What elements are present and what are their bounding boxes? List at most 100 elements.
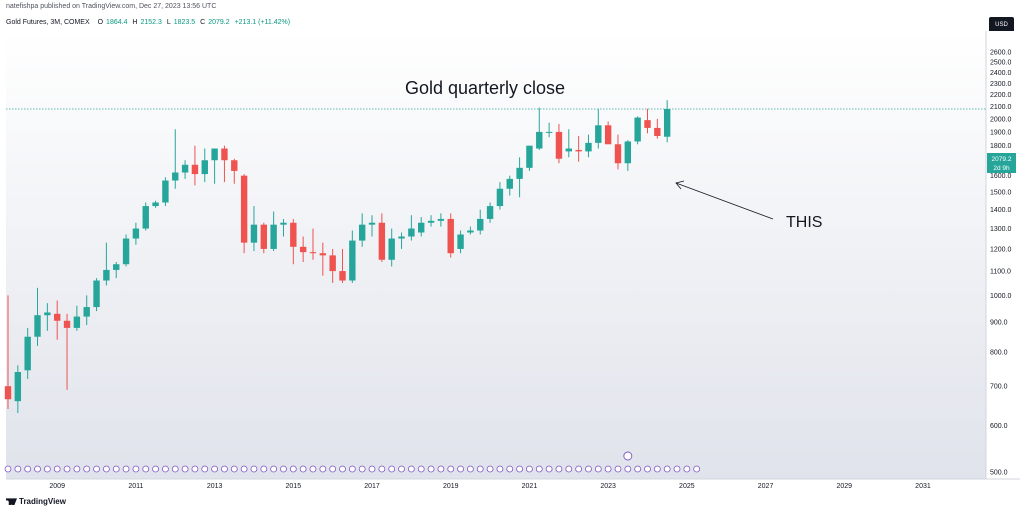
candle[interactable] — [447, 213, 454, 258]
candle[interactable] — [142, 202, 149, 231]
event-marker-icon[interactable] — [358, 465, 366, 473]
candle[interactable] — [172, 129, 179, 189]
event-marker-icon[interactable] — [93, 465, 100, 473]
candle[interactable] — [162, 177, 169, 207]
candle[interactable] — [427, 215, 435, 227]
candle[interactable] — [270, 211, 277, 252]
candle[interactable] — [437, 213, 445, 227]
candle[interactable] — [221, 145, 228, 183]
event-marker-icon[interactable] — [102, 465, 110, 473]
candle[interactable] — [113, 261, 120, 279]
candle[interactable] — [585, 134, 592, 158]
candle[interactable] — [634, 116, 641, 145]
candle[interactable] — [565, 129, 572, 158]
event-marker-icon[interactable] — [230, 465, 238, 473]
candle[interactable] — [526, 145, 533, 171]
candle[interactable] — [93, 278, 100, 312]
candle[interactable] — [83, 295, 90, 326]
candle[interactable] — [24, 327, 31, 380]
candle[interactable] — [4, 295, 12, 409]
candle[interactable] — [467, 226, 474, 235]
event-marker-icon[interactable] — [142, 465, 150, 473]
event-marker-icon[interactable] — [476, 465, 484, 473]
event-marker-icon[interactable] — [555, 465, 563, 473]
candle[interactable] — [309, 228, 317, 260]
event-marker-icon[interactable] — [201, 465, 209, 473]
candle[interactable] — [231, 158, 238, 184]
event-marker-icon[interactable] — [585, 465, 592, 473]
event-marker-icon[interactable] — [545, 465, 553, 473]
event-marker-icon[interactable] — [43, 465, 51, 473]
candle[interactable] — [73, 305, 81, 331]
event-marker-icon[interactable] — [368, 465, 376, 473]
event-marker-icon[interactable] — [457, 465, 464, 473]
event-marker-icon[interactable] — [14, 465, 22, 473]
candle[interactable] — [329, 248, 336, 283]
candle[interactable] — [536, 107, 543, 150]
event-marker-icon[interactable] — [407, 465, 415, 473]
event-marker-icon[interactable] — [467, 465, 474, 473]
event-marker-icon[interactable] — [63, 465, 71, 473]
candle[interactable] — [663, 100, 671, 143]
candle[interactable] — [122, 234, 130, 267]
candle[interactable] — [575, 135, 582, 162]
event-marker-icon[interactable] — [644, 465, 651, 473]
event-marker-icon[interactable] — [112, 465, 120, 473]
event-marker-icon[interactable] — [614, 465, 622, 473]
event-marker-icon[interactable] — [270, 465, 278, 473]
event-marker-icon[interactable] — [240, 465, 248, 473]
event-marker-icon[interactable] — [594, 465, 602, 473]
price-axis-pane[interactable] — [986, 31, 1020, 479]
candle[interactable] — [319, 242, 327, 276]
event-marker-icon[interactable] — [673, 465, 681, 473]
event-marker-icon[interactable] — [624, 465, 632, 473]
event-marker-icon[interactable] — [211, 465, 219, 473]
candle[interactable] — [555, 123, 563, 164]
event-marker-icon[interactable] — [417, 465, 425, 473]
event-marker-icon[interactable] — [447, 465, 455, 473]
candle[interactable] — [654, 118, 661, 139]
candle[interactable] — [506, 175, 513, 196]
event-marker-icon[interactable] — [398, 465, 405, 473]
candle[interactable] — [181, 160, 189, 179]
event-marker-icon[interactable] — [299, 465, 307, 473]
candle[interactable] — [240, 174, 248, 254]
candle[interactable] — [44, 303, 51, 331]
candle[interactable] — [545, 122, 553, 138]
candle[interactable] — [201, 148, 208, 183]
event-marker-icon[interactable] — [535, 465, 543, 473]
event-marker-icon[interactable] — [427, 465, 435, 473]
event-marker-icon[interactable] — [693, 465, 701, 473]
event-marker-icon[interactable] — [4, 465, 12, 473]
candle[interactable] — [132, 222, 140, 245]
event-marker-icon[interactable] — [565, 465, 573, 473]
event-marker-icon[interactable] — [152, 465, 159, 473]
candle[interactable] — [63, 313, 71, 390]
candle[interactable] — [250, 206, 258, 252]
event-marker-icon[interactable] — [221, 465, 228, 473]
event-marker-icon[interactable] — [309, 465, 317, 473]
candle[interactable] — [211, 148, 218, 184]
event-marker-icon[interactable] — [260, 465, 268, 473]
candle[interactable] — [388, 228, 395, 267]
candle[interactable] — [614, 134, 622, 170]
event-marker-icon[interactable] — [250, 465, 258, 473]
event-marker-icon[interactable] — [634, 465, 642, 473]
candle[interactable] — [604, 121, 612, 145]
event-marker-icon[interactable] — [122, 465, 130, 473]
candle[interactable] — [496, 182, 504, 210]
event-marker-icon[interactable] — [339, 465, 346, 473]
candle[interactable] — [398, 232, 405, 249]
event-marker-icon[interactable] — [378, 465, 386, 473]
event-marker-icon[interactable] — [683, 465, 691, 473]
candle[interactable] — [595, 108, 602, 149]
event-marker-icon[interactable] — [181, 465, 189, 473]
event-marker-icon[interactable] — [348, 465, 356, 473]
event-marker-icon[interactable] — [83, 465, 91, 473]
candle[interactable] — [408, 215, 415, 241]
candle[interactable] — [368, 215, 376, 237]
event-marker-icon[interactable] — [73, 465, 81, 473]
event-marker-icon[interactable] — [34, 465, 41, 473]
annotation-arrow[interactable] — [675, 180, 774, 220]
event-marker-icon[interactable] — [437, 465, 445, 473]
